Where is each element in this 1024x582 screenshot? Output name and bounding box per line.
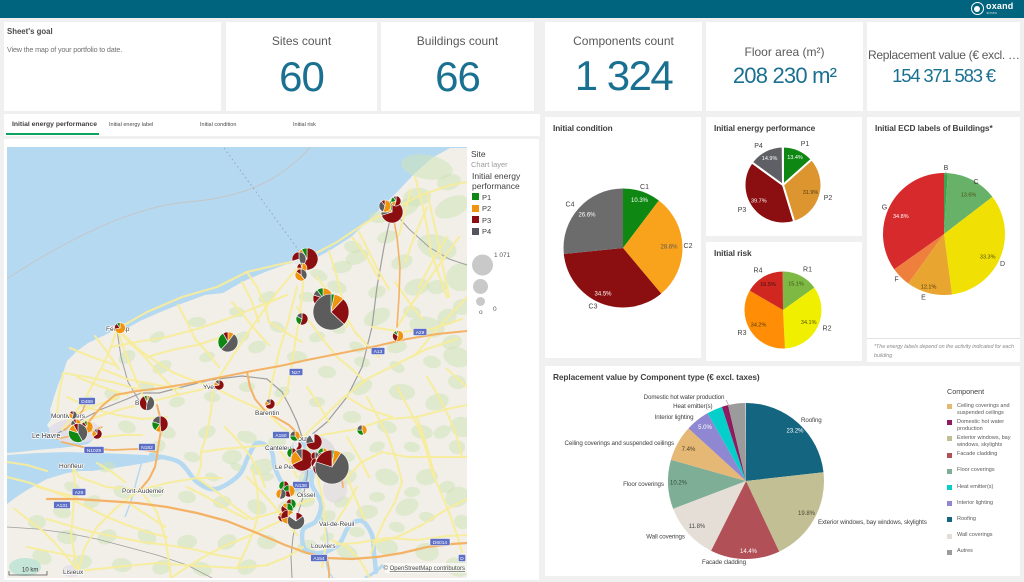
svg-text:10.2%: 10.2% — [670, 481, 688, 487]
svg-text:Domestic hot water production: Domestic hot water production — [644, 394, 725, 401]
svg-text:A150: A150 — [275, 433, 287, 439]
svg-text:14.9%: 14.9% — [762, 156, 778, 162]
svg-text:Louviers: Louviers — [311, 543, 336, 550]
svg-text:7.4%: 7.4% — [682, 447, 696, 453]
svg-text:14.4%: 14.4% — [740, 549, 758, 555]
svg-text:39.7%: 39.7% — [751, 199, 767, 205]
svg-text:D: D — [460, 556, 464, 562]
svg-text:B: B — [944, 165, 949, 172]
svg-text:Ceiling coverings and suspende: Ceiling coverings and suspended ceilings — [564, 440, 674, 447]
svg-text:A131: A131 — [56, 503, 68, 509]
svg-text:N1029: N1029 — [87, 448, 101, 454]
svg-text:Canteleu: Canteleu — [265, 445, 291, 452]
svg-text:P2: P2 — [824, 195, 833, 202]
svg-text:13.6%: 13.6% — [961, 193, 977, 199]
svg-text:Le Havre: Le Havre — [32, 433, 61, 440]
svg-text:Oissel: Oissel — [297, 492, 316, 499]
svg-text:11.8%: 11.8% — [689, 524, 706, 530]
svg-text:Yvetot: Yvetot — [203, 384, 221, 391]
svg-text:Roofing: Roofing — [801, 417, 822, 424]
svg-text:1 071: 1 071 — [494, 252, 511, 259]
svg-text:C3: C3 — [589, 304, 598, 311]
svg-text:R2: R2 — [823, 326, 832, 333]
svg-text:Honfleur: Honfleur — [59, 463, 84, 470]
svg-text:Montivilliers: Montivilliers — [51, 413, 86, 420]
svg-text:R4: R4 — [754, 268, 763, 275]
svg-text:P4: P4 — [754, 143, 763, 150]
svg-text:A29: A29 — [416, 330, 425, 336]
svg-text:Heat emitter(s): Heat emitter(s) — [673, 403, 712, 410]
svg-text:Floor coverings: Floor coverings — [623, 481, 664, 488]
svg-text:31.9%: 31.9% — [803, 190, 819, 196]
svg-text:N138: N138 — [295, 483, 307, 489]
svg-text:19.8%: 19.8% — [798, 511, 816, 517]
svg-text:Le Petit-Que: Le Petit-Que — [275, 464, 312, 471]
svg-text:D489: D489 — [81, 399, 93, 405]
svg-text:28.6%: 28.6% — [660, 245, 678, 251]
svg-text:16.5%: 16.5% — [760, 282, 776, 288]
svg-text:D6014: D6014 — [433, 540, 447, 546]
svg-text:0: 0 — [493, 306, 497, 313]
svg-text:Lisieux: Lisieux — [63, 569, 84, 576]
svg-text:A13: A13 — [374, 349, 383, 355]
svg-text:N182: N182 — [141, 445, 153, 451]
svg-text:G: G — [882, 205, 887, 212]
svg-text:P3: P3 — [738, 207, 747, 214]
svg-text:D: D — [1000, 261, 1005, 268]
svg-text:34.5%: 34.5% — [594, 292, 612, 298]
svg-text:15.1%: 15.1% — [788, 282, 804, 288]
svg-text:A154: A154 — [313, 556, 325, 562]
svg-text:Wall coverings: Wall coverings — [646, 534, 685, 541]
svg-text:33.3%: 33.3% — [980, 255, 996, 261]
svg-text:23.2%: 23.2% — [786, 429, 804, 435]
svg-text:© OpenStreetMap contributors: © OpenStreetMap contributors — [384, 565, 465, 572]
svg-text:Exterior windows, bay windows,: Exterior windows, bay windows, skylights — [818, 519, 927, 526]
svg-text:P1: P1 — [801, 141, 810, 148]
svg-text:o: o — [479, 309, 483, 316]
svg-text:10 km: 10 km — [22, 568, 38, 574]
svg-text:Pont-Audemer: Pont-Audemer — [122, 488, 165, 495]
svg-text:34.1%: 34.1% — [801, 320, 817, 326]
svg-text:10.3%: 10.3% — [631, 198, 649, 204]
svg-text:Rouen: Rouen — [293, 436, 314, 443]
svg-text:C: C — [973, 179, 978, 186]
svg-text:C4: C4 — [566, 202, 575, 209]
svg-text:26.6%: 26.6% — [578, 213, 596, 219]
svg-text:R3: R3 — [738, 330, 747, 337]
svg-text:13.4%: 13.4% — [787, 155, 803, 161]
svg-text:A29: A29 — [75, 490, 84, 496]
svg-text:Val-de-Reuil: Val-de-Reuil — [319, 521, 355, 528]
svg-text:C1: C1 — [640, 184, 649, 191]
svg-text:12.1%: 12.1% — [921, 285, 937, 291]
svg-text:C2: C2 — [684, 243, 693, 250]
svg-text:Interior lighting: Interior lighting — [655, 414, 695, 421]
svg-text:R1: R1 — [803, 267, 812, 274]
svg-text:34.2%: 34.2% — [751, 323, 767, 329]
svg-text:N27: N27 — [292, 370, 301, 376]
svg-text:F: F — [894, 277, 898, 284]
svg-text:E: E — [921, 295, 926, 302]
svg-text:Facade cladding: Facade cladding — [702, 559, 747, 566]
svg-text:Barentin: Barentin — [255, 410, 280, 417]
svg-text:5.0%: 5.0% — [698, 425, 712, 431]
svg-text:34.8%: 34.8% — [893, 214, 909, 220]
